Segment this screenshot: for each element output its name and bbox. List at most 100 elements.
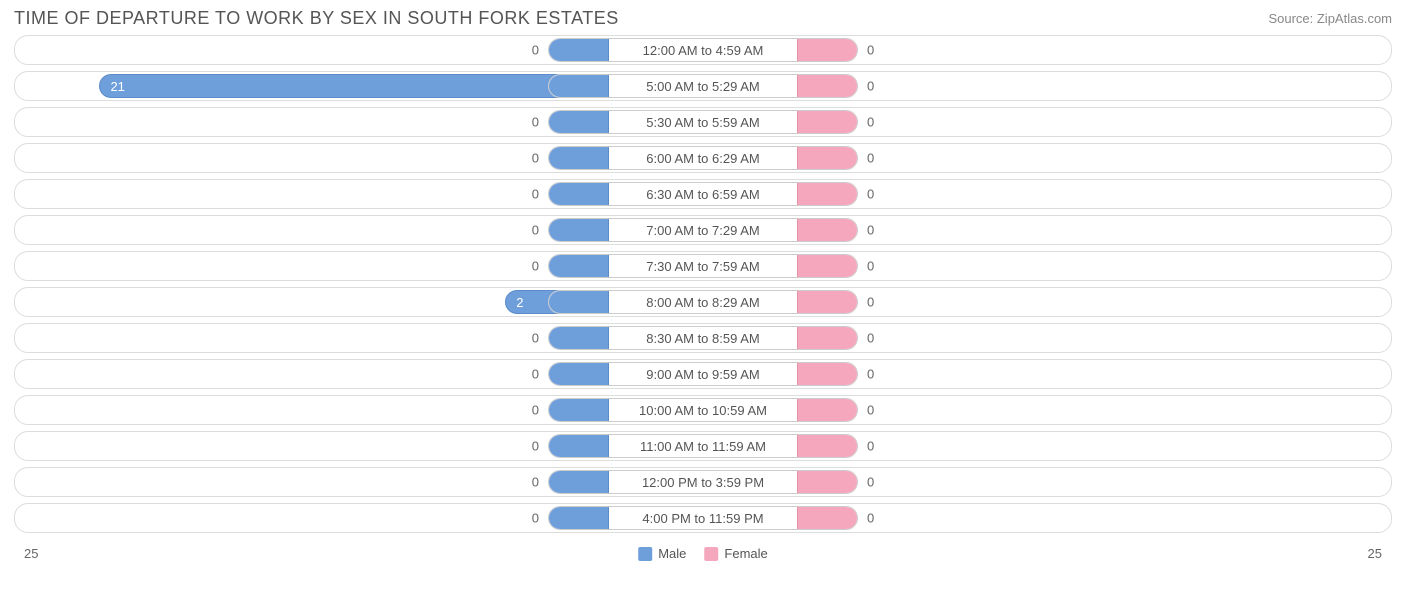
female-value: 0 bbox=[867, 439, 874, 454]
chart-row: 9:00 AM to 9:59 AM00 bbox=[14, 359, 1392, 389]
chart-row: 12:00 AM to 4:59 AM 0 0 bbox=[14, 35, 1392, 65]
category-pill: 12:00 AM to 4:59 AM bbox=[548, 38, 858, 62]
female-value: 0 bbox=[867, 511, 874, 526]
axis-max-left: 25 bbox=[24, 546, 38, 561]
chart-row: 5:30 AM to 5:59 AM00 bbox=[14, 107, 1392, 137]
category-pill: 11:00 AM to 11:59 AM bbox=[548, 434, 858, 458]
female-value: 0 bbox=[867, 115, 874, 130]
category-pill: 9:00 AM to 9:59 AM bbox=[548, 362, 858, 386]
male-cap-icon bbox=[549, 111, 609, 133]
diverging-bar-chart: 12:00 AM to 4:59 AM00215:00 AM to 5:29 A… bbox=[0, 35, 1406, 533]
female-value: 0 bbox=[867, 331, 874, 346]
female-cap-icon bbox=[797, 363, 857, 385]
male-cap-icon bbox=[549, 471, 609, 493]
chart-row: 8:30 AM to 8:59 AM 0 0 bbox=[14, 323, 1392, 353]
chart-row: 6:30 AM to 6:59 AM 0 0 bbox=[14, 179, 1392, 209]
chart-row: 7:00 AM to 7:29 AM 0 0 bbox=[14, 215, 1392, 245]
category-label: 11:00 AM to 11:59 AM bbox=[609, 439, 797, 454]
category-label: 9:00 AM to 9:59 AM bbox=[609, 367, 797, 382]
male-value: 0 bbox=[532, 223, 539, 238]
male-value: 0 bbox=[532, 403, 539, 418]
category-pill: 10:00 AM to 10:59 AM bbox=[548, 398, 858, 422]
male-value: 0 bbox=[532, 151, 539, 166]
category-pill: 6:00 AM to 6:29 AM bbox=[548, 146, 858, 170]
chart-title: TIME OF DEPARTURE TO WORK BY SEX IN SOUT… bbox=[14, 8, 619, 29]
chart-legend: Male Female bbox=[638, 546, 768, 561]
female-cap-icon bbox=[797, 183, 857, 205]
female-cap-icon bbox=[797, 111, 857, 133]
male-cap-icon bbox=[549, 435, 609, 457]
female-value: 0 bbox=[867, 223, 874, 238]
female-value: 0 bbox=[867, 187, 874, 202]
male-value: 0 bbox=[532, 43, 539, 58]
category-label: 4:00 PM to 11:59 PM bbox=[609, 511, 797, 526]
male-value: 0 bbox=[532, 187, 539, 202]
axis-max-right: 25 bbox=[1368, 546, 1382, 561]
legend-male-label: Male bbox=[658, 546, 686, 561]
male-value: 0 bbox=[532, 331, 539, 346]
female-value: 0 bbox=[867, 151, 874, 166]
female-cap-icon bbox=[797, 507, 857, 529]
female-cap-icon bbox=[797, 327, 857, 349]
category-pill: 8:30 AM to 8:59 AM bbox=[548, 326, 858, 350]
female-cap-icon bbox=[797, 399, 857, 421]
female-value: 0 bbox=[867, 79, 874, 94]
female-cap-icon bbox=[797, 147, 857, 169]
category-pill: 6:30 AM to 6:59 AM bbox=[548, 182, 858, 206]
chart-row: 7:30 AM to 7:59 AM 0 0 bbox=[14, 251, 1392, 281]
chart-header: TIME OF DEPARTURE TO WORK BY SEX IN SOUT… bbox=[0, 0, 1406, 35]
category-pill: 7:00 AM to 7:29 AM bbox=[548, 218, 858, 242]
female-value: 0 bbox=[867, 259, 874, 274]
chart-row: 12:00 PM to 3:59 PM 0 0 bbox=[14, 467, 1392, 497]
male-value: 0 bbox=[532, 511, 539, 526]
category-label: 12:00 PM to 3:59 PM bbox=[609, 475, 797, 490]
category-label: 6:30 AM to 6:59 AM bbox=[609, 187, 797, 202]
female-value: 0 bbox=[867, 43, 874, 58]
male-cap-icon bbox=[549, 183, 609, 205]
female-value: 0 bbox=[867, 295, 874, 310]
chart-footer: 25 Male Female 25 bbox=[0, 539, 1406, 565]
female-cap-icon bbox=[797, 39, 857, 61]
category-pill: 7:30 AM to 7:59 AM bbox=[548, 254, 858, 278]
legend-female: Female bbox=[704, 546, 767, 561]
chart-row: 4:00 PM to 11:59 PM 0 0 bbox=[14, 503, 1392, 533]
male-cap-icon bbox=[549, 39, 609, 61]
male-cap-icon bbox=[549, 327, 609, 349]
female-cap-icon bbox=[797, 255, 857, 277]
female-value: 0 bbox=[867, 475, 874, 490]
female-value: 0 bbox=[867, 403, 874, 418]
chart-row: 6:00 AM to 6:29 AM 0 0 bbox=[14, 143, 1392, 173]
male-cap-icon bbox=[549, 147, 609, 169]
chart-source: Source: ZipAtlas.com bbox=[1268, 11, 1392, 26]
category-pill: 5:30 AM to 5:59 AM bbox=[548, 110, 858, 134]
category-pill: 4:00 PM to 11:59 PM bbox=[548, 506, 858, 530]
category-label: 12:00 AM to 4:59 AM bbox=[609, 43, 797, 58]
category-label: 8:00 AM to 8:29 AM bbox=[609, 295, 797, 310]
male-value-in-bar: 2 bbox=[516, 295, 523, 310]
female-swatch-icon bbox=[704, 547, 718, 561]
male-cap-icon bbox=[549, 507, 609, 529]
male-value: 0 bbox=[532, 259, 539, 274]
male-value: 0 bbox=[532, 367, 539, 382]
male-value: 0 bbox=[532, 475, 539, 490]
category-label: 10:00 AM to 10:59 AM bbox=[609, 403, 797, 418]
category-label: 7:30 AM to 7:59 AM bbox=[609, 259, 797, 274]
female-cap-icon bbox=[797, 435, 857, 457]
male-cap-icon bbox=[549, 255, 609, 277]
chart-row: 10:00 AM to 10:59 AM 0 0 bbox=[14, 395, 1392, 425]
chart-row: 2 8:00 AM to 8:29 AM 0 bbox=[14, 287, 1392, 317]
category-label: 5:30 AM to 5:59 AM bbox=[609, 115, 797, 130]
male-cap-icon bbox=[549, 219, 609, 241]
female-cap-icon bbox=[797, 291, 857, 313]
legend-female-label: Female bbox=[724, 546, 767, 561]
chart-row: 215:00 AM to 5:29 AM0 bbox=[14, 71, 1392, 101]
category-pill: 12:00 PM to 3:59 PM bbox=[548, 470, 858, 494]
male-cap-icon bbox=[549, 75, 609, 97]
category-pill: 8:00 AM to 8:29 AM bbox=[548, 290, 858, 314]
category-label: 6:00 AM to 6:29 AM bbox=[609, 151, 797, 166]
legend-male: Male bbox=[638, 546, 686, 561]
female-cap-icon bbox=[797, 471, 857, 493]
category-label: 7:00 AM to 7:29 AM bbox=[609, 223, 797, 238]
chart-row: 11:00 AM to 11:59 AM00 bbox=[14, 431, 1392, 461]
category-label: 8:30 AM to 8:59 AM bbox=[609, 331, 797, 346]
